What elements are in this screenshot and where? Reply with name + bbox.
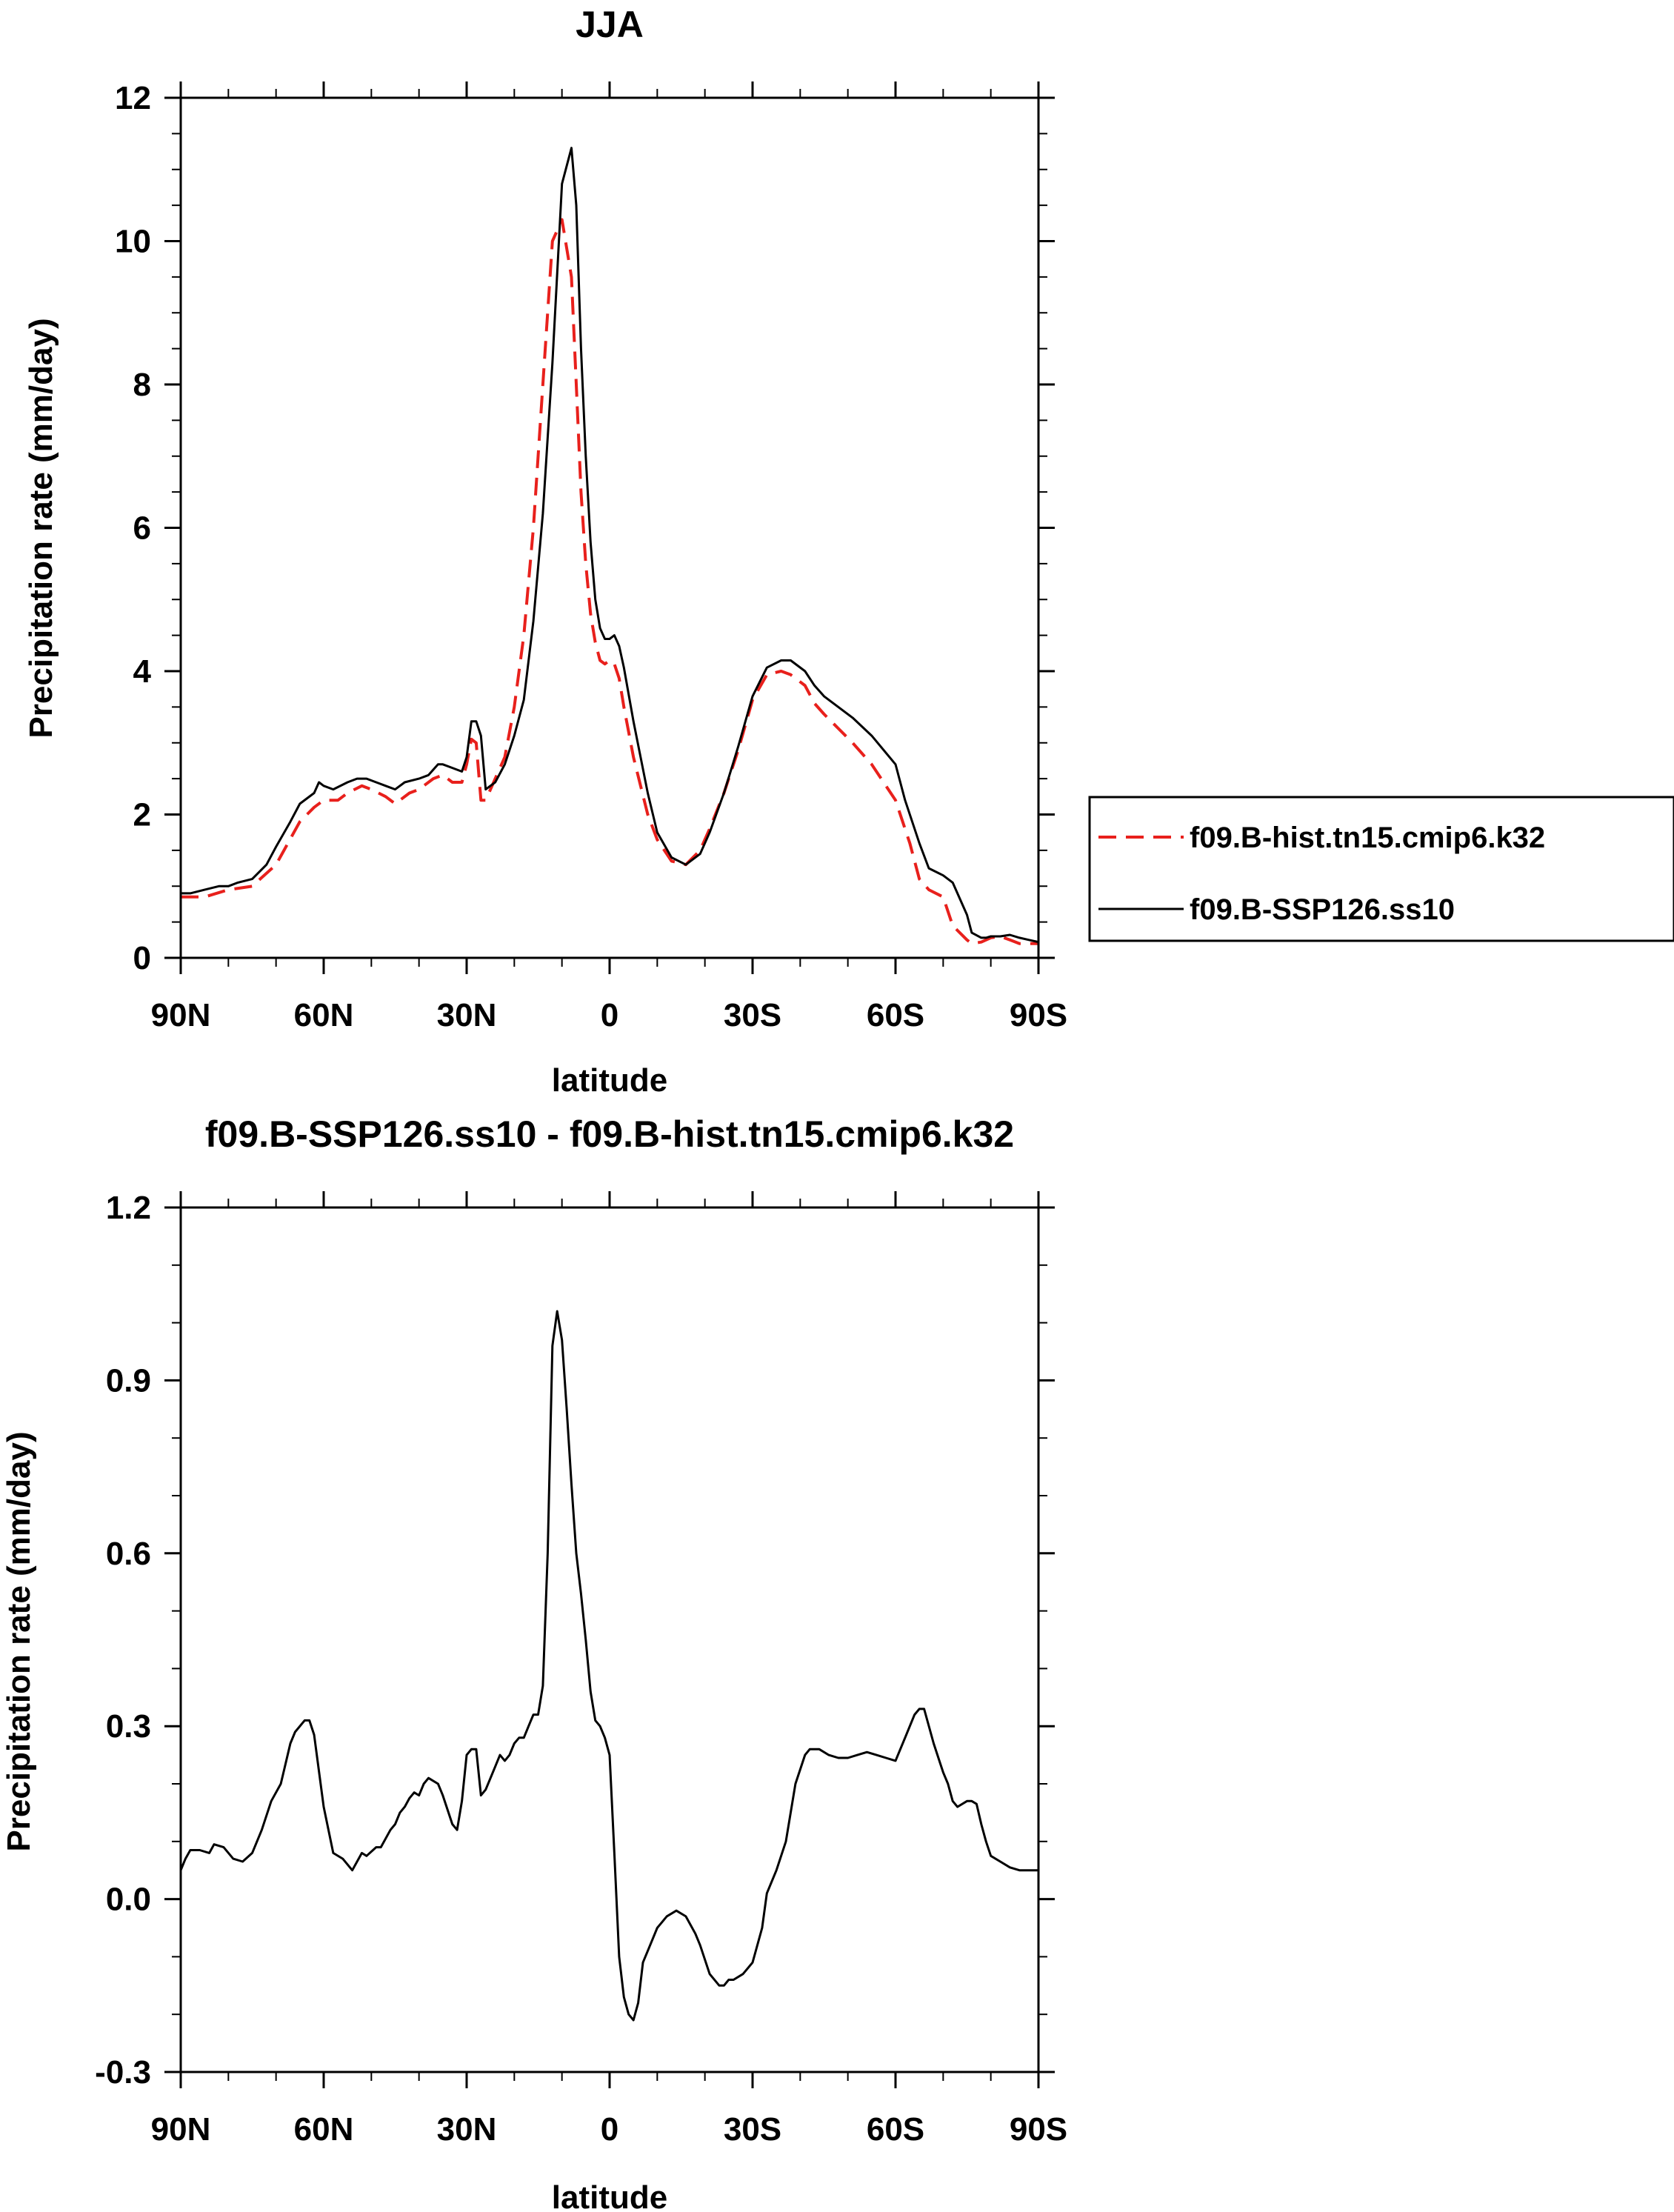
y-tick-label: 0.3 bbox=[106, 1708, 151, 1745]
plot-area: 90N 60N 30N 0 30S 60S 90S 0 2 4 6 8 10 12 bbox=[115, 80, 1067, 1033]
chart-title: JJA bbox=[576, 4, 644, 45]
y-tick-label: 2 bbox=[133, 797, 151, 833]
x-tick-label: 60S bbox=[867, 2111, 924, 2148]
y-tick-label: 0.0 bbox=[106, 1882, 151, 1918]
chart-title: f09.B-SSP126.ss10 - f09.B-hist.tn15.cmip… bbox=[205, 1113, 1014, 1155]
x-tick-label: 30N bbox=[437, 997, 497, 1033]
x-tick-label: 90N bbox=[151, 2111, 211, 2148]
y-tick-label: 6 bbox=[133, 510, 151, 547]
series-line-1 bbox=[181, 218, 1038, 945]
y-tick-label: 0.9 bbox=[106, 1362, 151, 1399]
y-axis-label: Precipitation rate (mm/day) bbox=[23, 318, 59, 738]
x-tick-label: 90S bbox=[1010, 997, 1067, 1033]
y-tick-label: 8 bbox=[133, 367, 151, 403]
y-tick-label: -0.3 bbox=[95, 2054, 151, 2091]
y-axis-label: Precipitation rate (mm/day) bbox=[1, 1431, 37, 1851]
x-tick-label: 30S bbox=[724, 997, 781, 1033]
x-tick-label: 60N bbox=[294, 997, 354, 1033]
x-tick-label: 0 bbox=[601, 2111, 618, 2148]
y-tick-label: 0 bbox=[133, 940, 151, 976]
x-tick-label: 60S bbox=[867, 997, 924, 1033]
legend: f09.B-hist.tn15.cmip6.k32 f09.B-SSP126.s… bbox=[1088, 796, 1674, 942]
series-line-2 bbox=[181, 147, 1039, 944]
legend-label-hist: f09.B-hist.tn15.cmip6.k32 bbox=[1190, 822, 1545, 854]
x-axis-label: latitude bbox=[552, 1062, 667, 1099]
x-tick-label: 60N bbox=[294, 2111, 354, 2148]
legend-label-ssp126: f09.B-SSP126.ss10 bbox=[1190, 893, 1455, 926]
chart-bottom-panel: f09.B-SSP126.ss10 - f09.B-hist.tn15.cmip… bbox=[1, 1113, 1067, 2212]
y-tick-label: 10 bbox=[115, 224, 151, 260]
plot-frame bbox=[179, 1206, 1040, 2073]
y-tick-label: 0.6 bbox=[106, 1536, 151, 1572]
x-axis-label: latitude bbox=[552, 2179, 667, 2212]
series-line-1 bbox=[179, 1310, 1038, 2022]
plot-area: 90N 60N 30N 0 30S 60S 90S -0.3 0.0 0.3 0.6 0.9 1.2 bbox=[95, 1190, 1067, 2148]
y-tick-label: 12 bbox=[115, 80, 151, 116]
plot-frame bbox=[179, 96, 1040, 959]
x-tick-label: 0 bbox=[601, 997, 618, 1033]
x-tick-label: 30S bbox=[724, 2111, 781, 2148]
chart-top-panel: JJA latitude Precipitation rate (mm/day)… bbox=[23, 4, 1674, 1099]
y-tick-label: 1.2 bbox=[106, 1190, 151, 1226]
x-tick-label: 90N bbox=[151, 997, 211, 1033]
y-tick-label: 4 bbox=[133, 653, 152, 690]
legend-box bbox=[1088, 796, 1674, 942]
x-tick-label: 30N bbox=[437, 2111, 497, 2148]
x-tick-label: 90S bbox=[1010, 2111, 1067, 2148]
